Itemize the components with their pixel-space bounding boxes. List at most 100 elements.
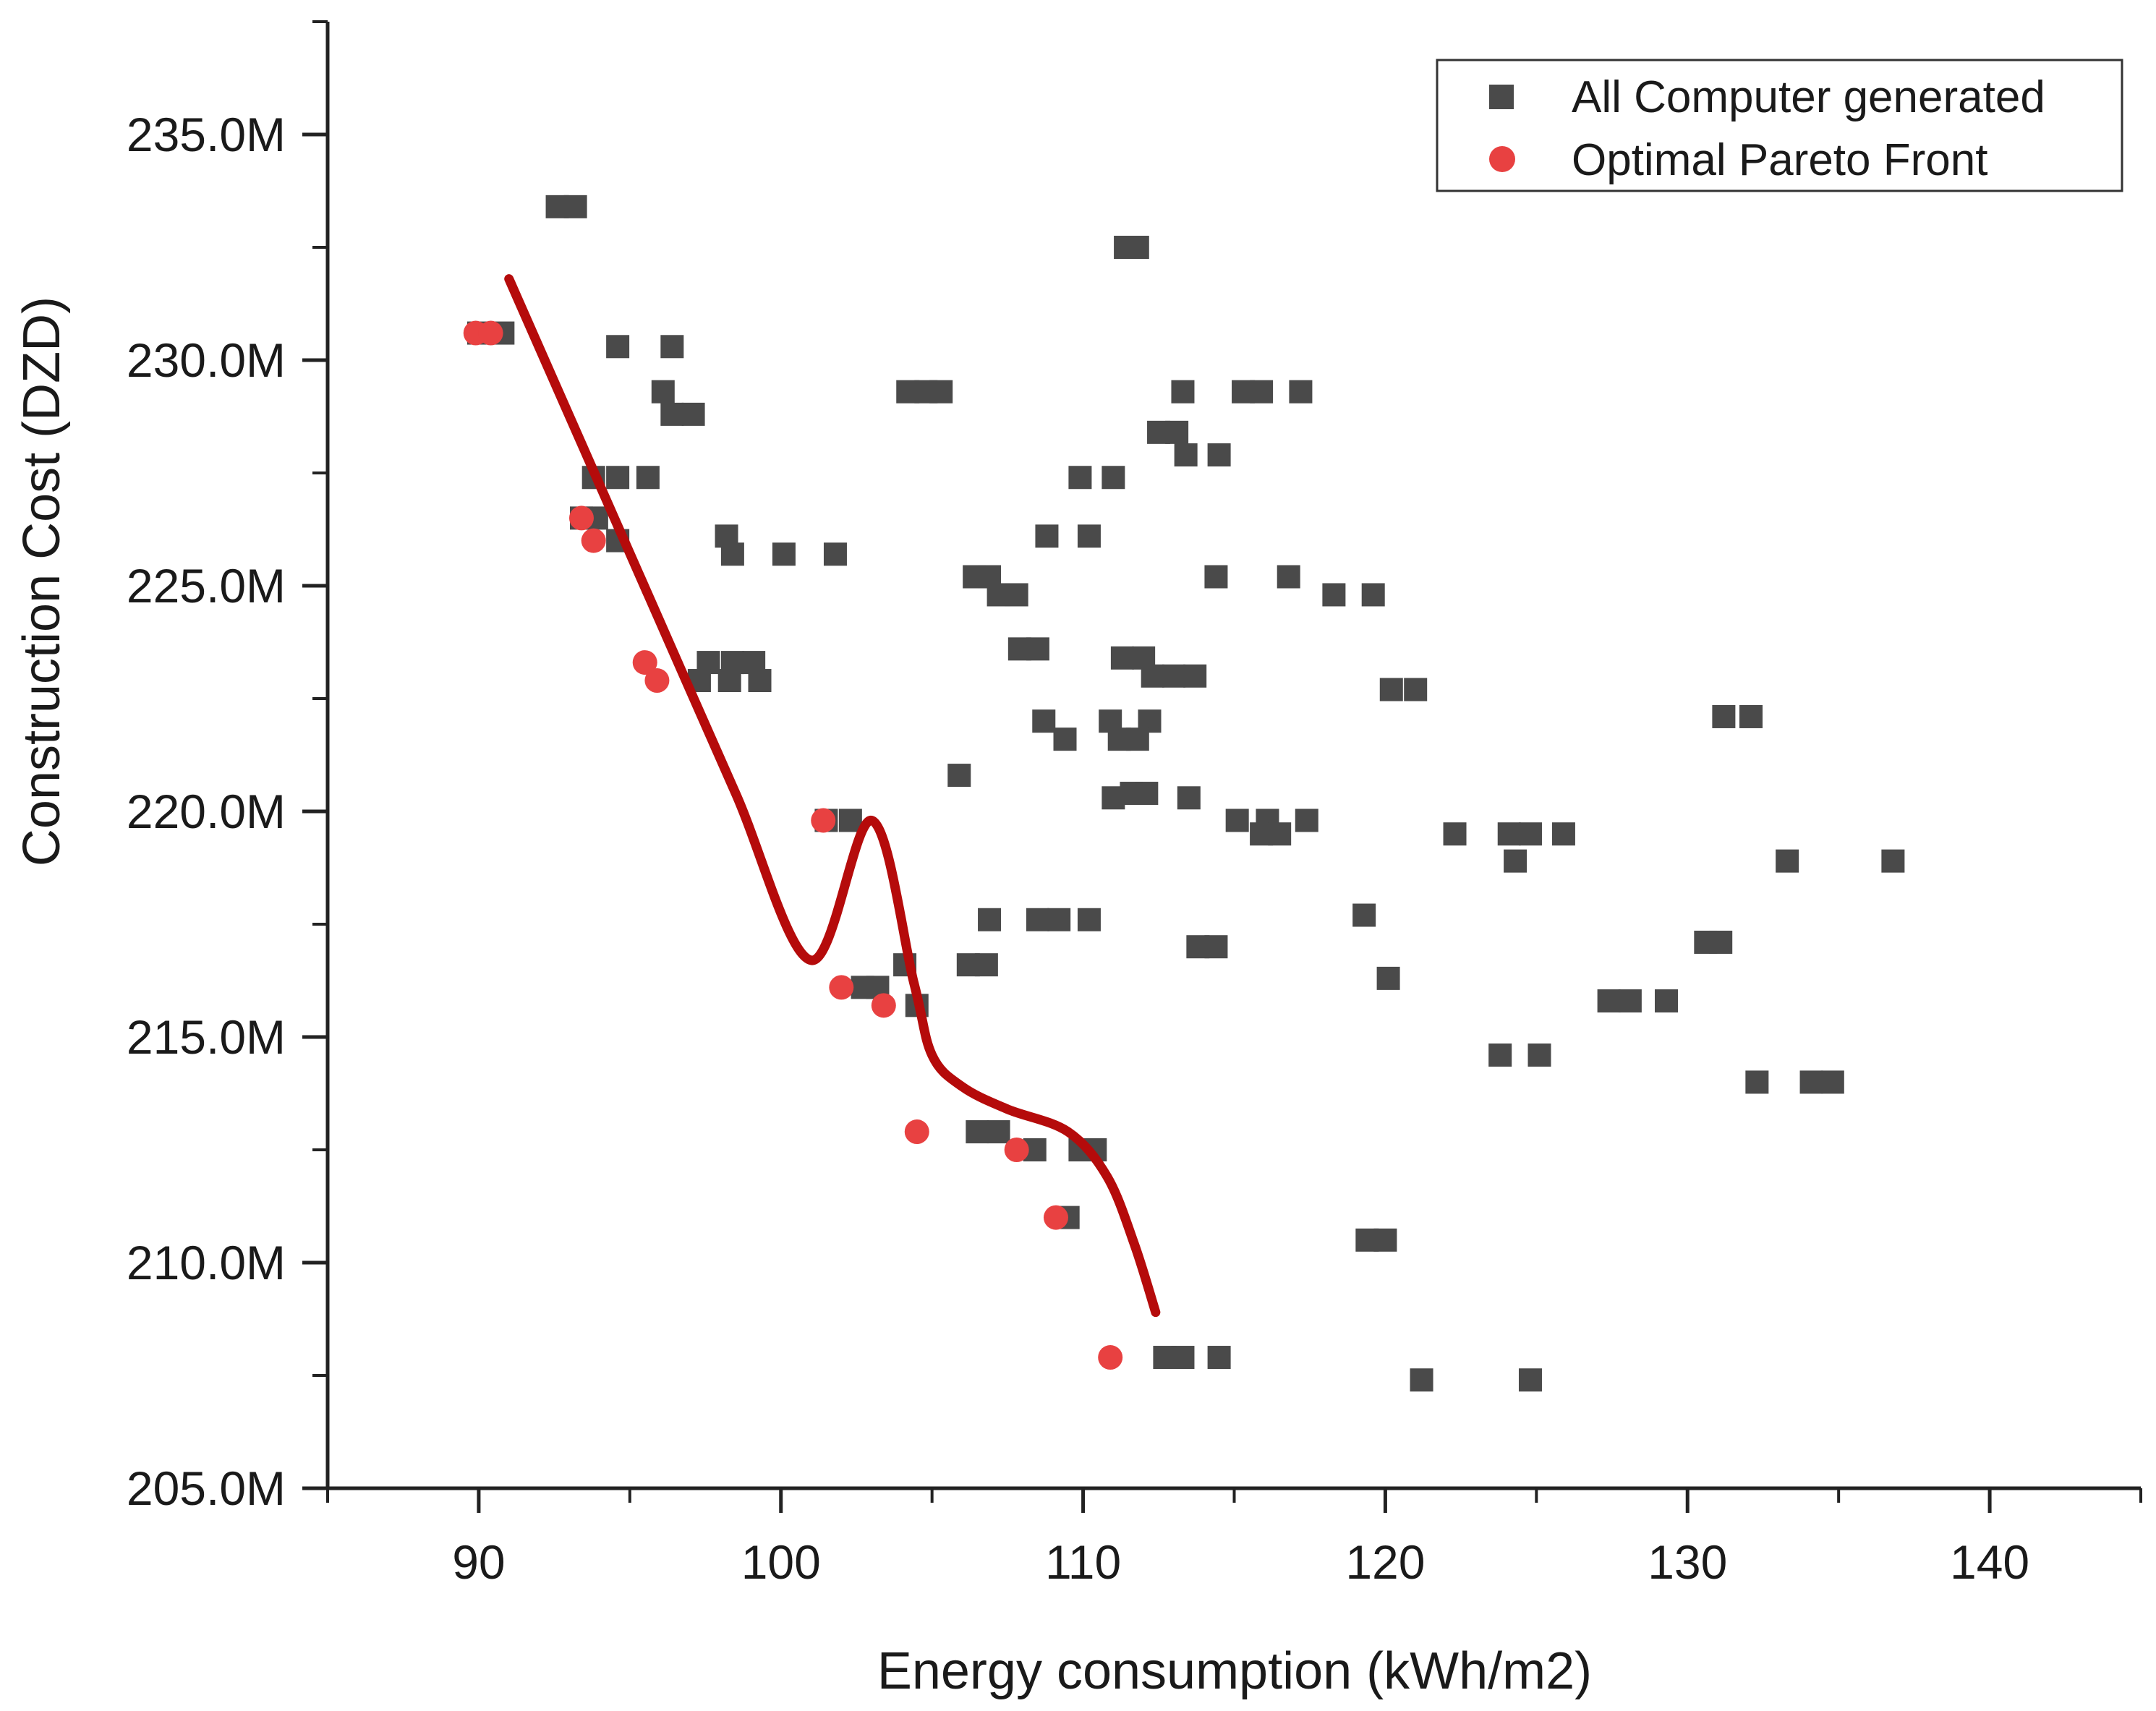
data-point-square: [606, 466, 630, 490]
data-point-square: [1268, 822, 1292, 846]
data-point-square: [1776, 849, 1799, 873]
x-tick-label: 110: [1045, 1535, 1121, 1589]
data-point-square: [978, 908, 1002, 931]
data-point-square: [1527, 1043, 1551, 1067]
data-point-square: [1177, 786, 1201, 810]
data-point-square: [1379, 678, 1403, 701]
y-tick-label: 205.0M: [127, 1462, 286, 1515]
data-point-square: [1322, 583, 1346, 607]
data-point-square: [1207, 1346, 1231, 1370]
data-point-square: [1709, 930, 1733, 954]
data-point-circle: [1098, 1345, 1123, 1370]
data-point-square: [1373, 1228, 1397, 1252]
data-point-square: [1125, 728, 1149, 751]
data-point-square: [1551, 822, 1575, 846]
data-point-square: [1352, 903, 1376, 927]
y-tick-label: 220.0M: [127, 785, 286, 838]
data-point-square: [1204, 935, 1228, 959]
legend-label-all-computer-generated: All Computer generated: [1572, 72, 2045, 122]
x-tick-label: 130: [1648, 1535, 1727, 1589]
data-point-square: [1077, 908, 1101, 931]
data-point-square: [1250, 380, 1274, 404]
data-point-square: [1165, 420, 1189, 444]
data-point-square: [1110, 646, 1134, 670]
data-point-square: [1295, 808, 1318, 832]
data-point-square: [1881, 849, 1905, 873]
y-axis-title: Construction Cost (DZD): [13, 296, 71, 866]
data-point-square: [1597, 989, 1621, 1013]
data-point-square: [1204, 565, 1228, 589]
data-point-square: [1289, 380, 1313, 404]
plot-area: [463, 195, 1905, 1392]
x-axis-title: Energy consumption (kWh/m2): [877, 1642, 1592, 1700]
data-point-square: [717, 669, 741, 693]
data-point-circle: [632, 650, 657, 675]
data-point-square: [1135, 782, 1159, 806]
data-point-square: [1518, 822, 1542, 846]
data-point-square: [1174, 443, 1198, 467]
series-optimal-pareto-front: [463, 320, 1123, 1370]
data-point-circle: [829, 975, 854, 1000]
data-point-square: [947, 764, 971, 788]
data-point-square: [1171, 1346, 1195, 1370]
data-point-square: [1102, 466, 1125, 490]
data-point-square: [1068, 466, 1092, 490]
y-tick-label: 235.0M: [127, 108, 286, 161]
data-point-square: [1820, 1070, 1844, 1094]
data-point-square: [1497, 822, 1521, 846]
data-point-square: [1277, 565, 1300, 589]
data-point-square: [1488, 1043, 1512, 1067]
data-point-circle: [568, 505, 594, 531]
data-point-square: [1376, 966, 1400, 990]
data-point-square: [1141, 664, 1164, 688]
data-point-circle: [904, 1119, 929, 1145]
data-point-square: [1183, 664, 1207, 688]
data-point-square: [1005, 583, 1028, 607]
y-tick-label: 225.0M: [127, 559, 286, 613]
legend: All Computer generated Optimal Pareto Fr…: [1436, 59, 2123, 192]
x-ticks: 90 100 110 120 130 140: [326, 1488, 2142, 1589]
data-point-square: [1125, 236, 1149, 259]
legend-box: [1436, 59, 2123, 192]
data-point-square: [1053, 728, 1077, 751]
data-point-circle: [871, 993, 896, 1018]
data-point-square: [1162, 664, 1185, 688]
data-point-square: [1504, 849, 1527, 873]
pareto-trend-line: [504, 274, 1161, 1318]
y-ticks: 205.0M 210.0M 215.0M 220.0M 225.0M 230.0M 235.…: [127, 20, 328, 1515]
data-point-circle: [478, 320, 503, 346]
data-point-square: [1410, 1368, 1433, 1392]
data-point-square: [838, 808, 862, 832]
data-point-square: [606, 335, 630, 359]
data-point-circle: [644, 668, 670, 694]
x-tick-label: 140: [1950, 1535, 2029, 1589]
y-tick-label: 210.0M: [127, 1236, 286, 1289]
legend-marker-circle: [1489, 146, 1515, 172]
data-point-circle: [581, 528, 606, 553]
data-point-square: [660, 335, 684, 359]
data-point-square: [563, 195, 587, 218]
data-point-square: [823, 542, 847, 566]
data-point-square: [974, 953, 998, 977]
data-point-square: [651, 380, 675, 404]
data-point-square: [929, 380, 953, 404]
x-tick-label: 90: [452, 1535, 505, 1589]
x-tick-label: 120: [1345, 1535, 1425, 1589]
data-point-square: [1361, 583, 1385, 607]
data-point-square: [1745, 1070, 1769, 1094]
data-point-square: [1026, 908, 1049, 931]
data-point-square: [1518, 1368, 1542, 1392]
x-tick-label: 100: [741, 1535, 821, 1589]
legend-marker-square: [1489, 85, 1514, 109]
data-point-square: [1032, 709, 1056, 733]
data-point-circle: [1004, 1138, 1029, 1162]
data-point-square: [1207, 443, 1231, 467]
data-point-square: [1618, 989, 1642, 1013]
data-point-square: [720, 542, 744, 566]
data-point-square: [1077, 524, 1101, 548]
data-point-square: [636, 466, 660, 490]
y-tick-label: 230.0M: [127, 333, 286, 387]
data-point-square: [1026, 637, 1049, 661]
data-point-square: [966, 1120, 989, 1144]
